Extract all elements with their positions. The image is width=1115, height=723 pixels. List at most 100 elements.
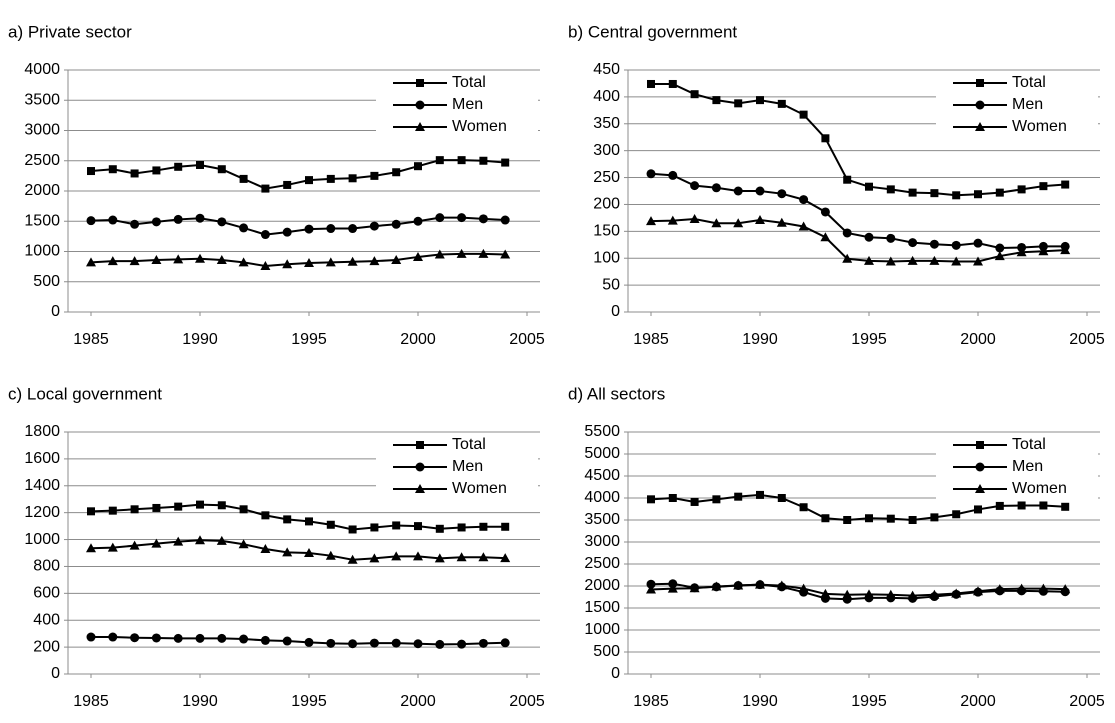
marker-circle	[391, 219, 401, 229]
x-tick-label: 1985	[633, 693, 669, 710]
marker-square	[414, 162, 422, 171]
panel: a) Private sector 0 500 1000 1500 2000 2500 300…	[8, 22, 545, 348]
marker-circle	[326, 638, 336, 648]
marker-circle	[733, 186, 743, 196]
marker-triangle	[260, 543, 271, 553]
marker-square	[392, 521, 401, 530]
marker-square	[756, 96, 764, 105]
legend-marker	[976, 441, 984, 449]
marker-circle	[820, 207, 830, 217]
y-tick-label: 200	[593, 196, 620, 213]
panel: d) All sectors 0 500 1000 1500 2000 2500 3000 35…	[568, 384, 1105, 710]
marker-circle	[304, 637, 314, 647]
marker-triangle	[711, 581, 722, 591]
marker-triangle	[325, 550, 336, 560]
marker-circle	[690, 181, 700, 191]
marker-square	[348, 174, 357, 183]
y-tick-label: 0	[51, 303, 60, 320]
marker-triangle	[646, 216, 656, 226]
marker-circle	[173, 214, 183, 224]
marker-triangle	[325, 257, 336, 267]
marker-square	[283, 180, 292, 189]
marker-square	[305, 176, 313, 185]
marker-triangle	[107, 256, 118, 266]
marker-circle	[282, 636, 292, 646]
marker-triangle	[216, 535, 227, 545]
marker-square	[457, 523, 466, 532]
marker-circle	[777, 189, 787, 199]
marker-circle	[842, 228, 852, 238]
marker-triangle	[1016, 583, 1027, 593]
marker-square	[152, 166, 161, 175]
legend-label: Total	[452, 74, 486, 91]
marker-square	[261, 511, 270, 520]
marker-triangle	[86, 257, 96, 267]
x-tick-label: 2000	[400, 331, 436, 348]
x-tick-label: 1995	[291, 693, 327, 710]
marker-circle	[108, 632, 118, 642]
marker-circle	[282, 227, 292, 237]
marker-circle	[646, 579, 656, 589]
marker-circle	[195, 633, 205, 643]
legend-marker	[416, 79, 424, 87]
marker-circle	[326, 224, 336, 234]
marker-square	[501, 158, 510, 167]
y-tick-label: 1600	[24, 450, 60, 467]
marker-square	[217, 165, 226, 174]
marker-triangle	[456, 552, 467, 562]
x-tick-label: 1985	[73, 331, 109, 348]
marker-triangle	[885, 256, 896, 266]
marker-square	[843, 516, 852, 524]
x-tick-label: 1990	[182, 693, 218, 710]
y-tick-label: 4500	[584, 467, 620, 484]
marker-square	[370, 523, 379, 532]
marker-triangle	[929, 589, 940, 599]
marker-circle	[413, 216, 423, 226]
y-tick-label: 4000	[584, 489, 620, 506]
marker-circle	[435, 639, 445, 649]
y-tick-label: 1800	[24, 423, 60, 440]
marker-circle	[478, 214, 488, 224]
marker-triangle	[173, 536, 184, 546]
marker-circle	[500, 638, 510, 648]
marker-triangle	[885, 589, 896, 599]
marker-circle	[973, 238, 983, 248]
marker-square	[712, 96, 721, 105]
y-tick-label: 0	[51, 665, 60, 682]
y-tick-label: 2500	[584, 555, 620, 572]
marker-triangle	[107, 542, 118, 552]
marker-square	[326, 520, 335, 529]
marker-triangle	[864, 255, 874, 265]
marker-square	[843, 175, 852, 184]
marker-circle	[668, 170, 678, 180]
marker-circle	[260, 635, 270, 645]
marker-square	[196, 500, 204, 509]
marker-triangle	[929, 255, 940, 265]
y-tick-label: 250	[593, 169, 620, 186]
y-tick-label: 800	[33, 558, 60, 575]
y-tick-label: 600	[33, 585, 60, 602]
marker-square	[908, 516, 917, 524]
marker-triangle	[391, 551, 402, 561]
marker-square	[1039, 182, 1048, 191]
marker-square	[690, 90, 699, 99]
marker-circle	[173, 633, 183, 643]
y-tick-label: 1000	[24, 243, 60, 260]
legend-marker	[975, 462, 985, 472]
marker-circle	[864, 232, 874, 242]
marker-triangle	[456, 248, 467, 258]
marker-triangle	[129, 540, 140, 550]
marker-square	[668, 79, 677, 88]
marker-triangle	[434, 553, 445, 563]
marker-square	[952, 510, 961, 519]
marker-circle	[711, 183, 721, 193]
marker-triangle	[500, 249, 511, 259]
x-tick-label: 1995	[851, 693, 887, 710]
legend-label: Women	[452, 118, 507, 135]
marker-circle	[130, 219, 140, 229]
legend-marker	[975, 484, 985, 493]
marker-square	[974, 190, 982, 199]
series-line	[650, 217, 1066, 263]
y-tick-label: 2000	[24, 182, 60, 199]
